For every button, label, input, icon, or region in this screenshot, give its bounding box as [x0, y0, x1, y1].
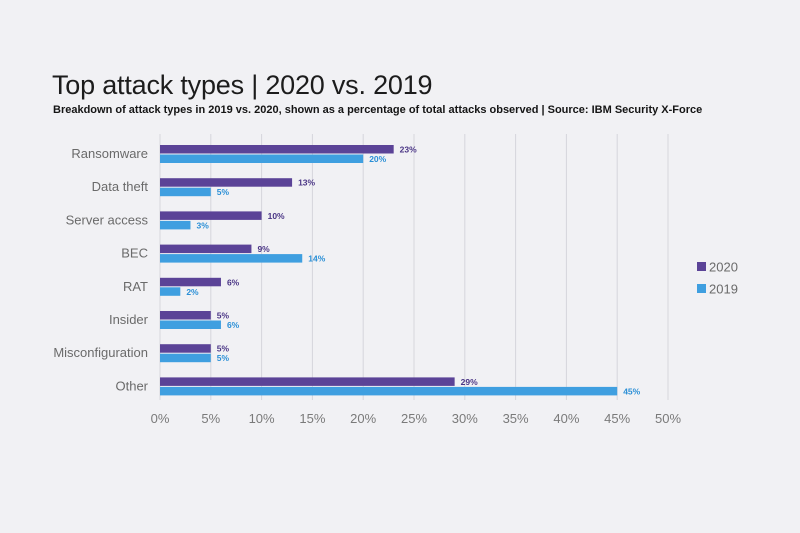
- value-label: 45%: [623, 386, 640, 396]
- value-label: 6%: [227, 320, 240, 330]
- value-label: 3%: [196, 220, 209, 230]
- value-label: 14%: [308, 254, 325, 264]
- bar-2020: [160, 145, 394, 154]
- value-label: 5%: [217, 311, 230, 321]
- x-tick-label: 5%: [201, 411, 220, 426]
- x-tick-label: 20%: [350, 411, 376, 426]
- x-tick-label: 0%: [151, 411, 170, 426]
- x-axis-ticks: 0% 5% 10% 15% 20% 25% 30% 35% 40% 45% 50%: [151, 411, 682, 426]
- legend-label: 2019: [709, 282, 738, 297]
- value-label: 6%: [227, 277, 240, 287]
- bar-2020: [160, 277, 221, 287]
- bar-2019: [160, 220, 191, 230]
- x-tick-label: 10%: [249, 411, 275, 426]
- bar-2019: [160, 353, 211, 363]
- bar-2020: [160, 178, 293, 187]
- x-tick-label: 25%: [401, 411, 427, 426]
- value-label: 9%: [257, 244, 270, 254]
- bar-2019: [160, 320, 221, 329]
- value-label: 5%: [217, 187, 230, 197]
- bar-2020: [160, 377, 455, 386]
- category-label: Other: [115, 378, 148, 393]
- x-tick-label: 35%: [503, 411, 529, 426]
- bar-2019: [160, 386, 618, 396]
- bar-2019: [160, 287, 181, 296]
- grid-lines: [159, 134, 669, 400]
- category-label: Data theft: [92, 179, 149, 194]
- bars: [160, 145, 618, 396]
- value-label: 10%: [268, 211, 285, 221]
- value-label: 23%: [400, 145, 417, 155]
- value-label: 5%: [217, 353, 230, 363]
- category-label: RAT: [123, 279, 148, 294]
- bar-2020: [160, 211, 262, 220]
- x-tick-label: 30%: [452, 411, 478, 426]
- category-label: BEC: [121, 246, 148, 261]
- bar-2019: [160, 254, 303, 263]
- value-labels: 23%20%13%5%10%3%9%14%6%2%5%6%5%5%29%45%: [186, 145, 640, 397]
- category-label: Ransomware: [71, 146, 148, 161]
- bar-2019: [160, 187, 211, 197]
- value-label: 20%: [369, 154, 386, 164]
- legend: 2020 2019: [697, 260, 738, 297]
- x-tick-label: 40%: [553, 411, 579, 426]
- legend-label: 2020: [709, 260, 738, 275]
- category-label: Insider: [109, 312, 149, 327]
- category-label: Misconfiguration: [53, 345, 148, 360]
- legend-swatch: [697, 284, 706, 293]
- legend-swatch: [697, 262, 706, 271]
- value-label: 2%: [186, 287, 199, 297]
- bar-2020: [160, 244, 252, 254]
- x-tick-label: 45%: [604, 411, 630, 426]
- bar-2019: [160, 154, 364, 163]
- value-label: 29%: [461, 377, 478, 387]
- category-labels: Ransomware Data theft Server access BEC RAT I…: [53, 146, 148, 393]
- value-label: 13%: [298, 178, 315, 188]
- bar-2020: [160, 344, 211, 353]
- chart-title: Top attack types | 2020 vs. 2019: [52, 70, 433, 100]
- value-label: 5%: [217, 344, 230, 354]
- chart-subtitle: Breakdown of attack types in 2019 vs. 20…: [53, 104, 703, 116]
- bar-2020: [160, 311, 211, 320]
- x-tick-label: 50%: [655, 411, 681, 426]
- category-label: Server access: [66, 212, 149, 227]
- x-tick-label: 15%: [299, 411, 325, 426]
